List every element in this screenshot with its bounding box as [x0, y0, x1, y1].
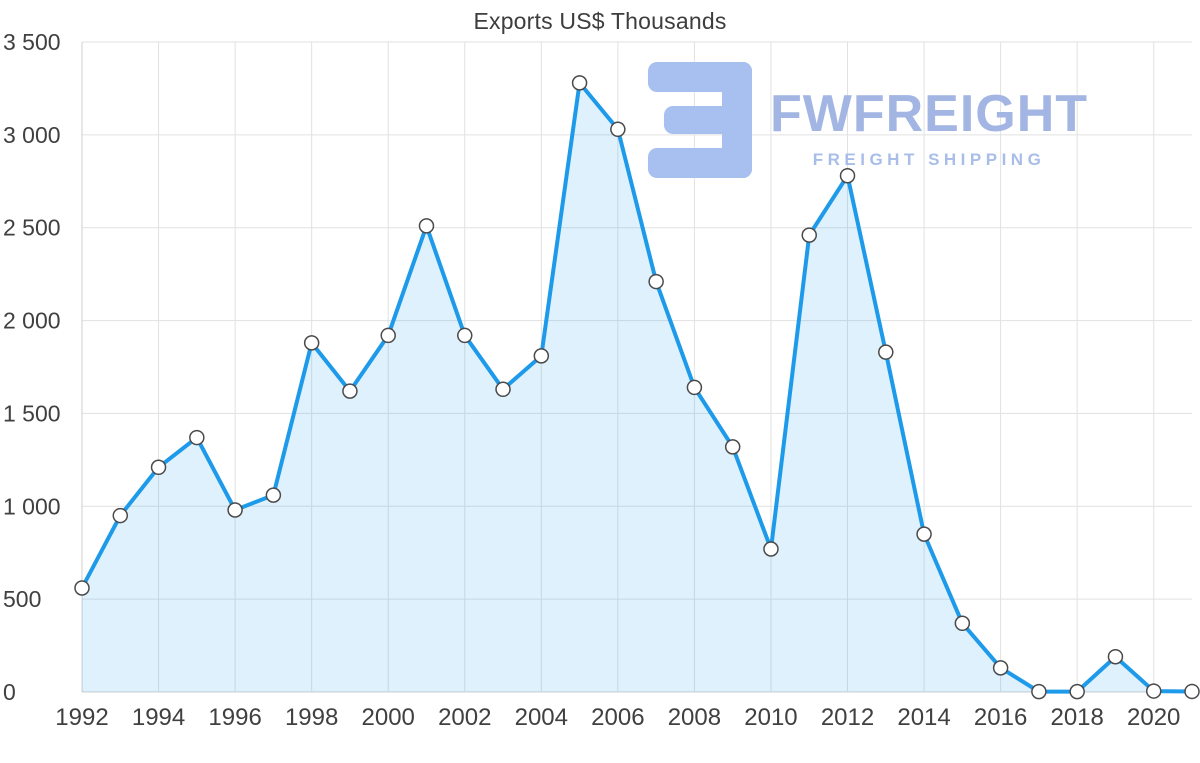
data-point — [1031, 683, 1047, 700]
x-axis-label: 2014 — [897, 704, 950, 731]
data-point — [839, 167, 856, 184]
x-axis-label: 1996 — [208, 704, 261, 731]
data-point — [457, 327, 473, 344]
data-point — [1069, 683, 1085, 700]
y-axis-label: 0 — [3, 679, 16, 705]
data-point — [342, 383, 358, 399]
x-axis-label: 2018 — [1050, 704, 1103, 731]
x-axis-label: 2020 — [1127, 704, 1180, 731]
x-axis-label: 2008 — [668, 704, 721, 731]
x-axis-label: 1992 — [55, 704, 108, 731]
data-point — [227, 502, 243, 518]
data-point — [878, 344, 894, 360]
y-axis-label: 1 000 — [3, 493, 61, 519]
data-point — [801, 227, 817, 243]
y-axis-label: 2 000 — [3, 308, 61, 334]
data-point — [189, 429, 205, 446]
data-point — [648, 273, 664, 290]
data-point — [1184, 683, 1200, 700]
data-point — [686, 379, 703, 396]
x-axis-label: 2000 — [362, 704, 415, 731]
data-point — [150, 459, 167, 476]
data-point — [916, 526, 932, 542]
data-point — [303, 335, 320, 351]
data-point — [418, 218, 435, 234]
x-axis-label: 2006 — [591, 704, 644, 731]
y-axis-label: 3 500 — [3, 29, 61, 55]
data-point — [74, 580, 90, 596]
x-axis-label: 2016 — [974, 704, 1027, 731]
x-axis-label: 2012 — [821, 704, 874, 731]
x-axis-label: 2010 — [744, 704, 797, 731]
data-point — [1145, 683, 1162, 699]
data-point — [380, 327, 396, 344]
data-point — [1107, 648, 1124, 665]
data-point — [992, 660, 1009, 676]
x-axis-label: 1994 — [132, 704, 185, 731]
x-axis-label: 2004 — [515, 704, 568, 731]
data-point — [724, 439, 741, 455]
data-point — [265, 487, 282, 503]
x-axis-label: 1998 — [285, 704, 338, 731]
y-axis-label: 3 000 — [3, 122, 61, 148]
data-point — [610, 121, 626, 138]
x-axis-label: 2002 — [438, 704, 491, 731]
data-point — [495, 381, 511, 398]
y-axis-label: 1 500 — [3, 400, 61, 426]
data-point — [571, 75, 588, 91]
data-point — [533, 348, 550, 364]
y-axis-label: 500 — [3, 586, 41, 612]
data-point — [112, 507, 129, 524]
chart-title: Exports US$ Thousands — [473, 8, 727, 34]
y-axis-label: 2 500 — [3, 215, 61, 241]
series-area-fill — [82, 82, 1192, 693]
data-point — [954, 615, 971, 632]
data-point — [763, 541, 779, 557]
